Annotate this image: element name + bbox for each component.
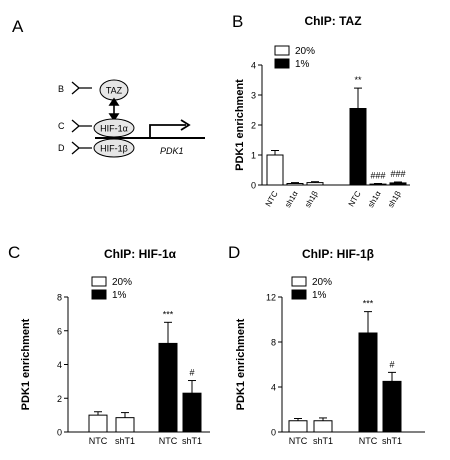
bar bbox=[288, 420, 308, 433]
taz-label: TAZ bbox=[106, 86, 123, 96]
x-tick-label: NTC bbox=[159, 436, 178, 446]
legend-swatch bbox=[291, 276, 307, 287]
chart-panel-d: ChIP: HIF-1β PDK1 enrichment 0 4 8 12 20% 1% NTC… bbox=[235, 247, 425, 446]
x-tick-label: shT1 bbox=[382, 436, 402, 446]
legend-swatch bbox=[91, 289, 107, 300]
bar bbox=[382, 380, 402, 433]
panel-letter-a: A bbox=[12, 17, 24, 36]
x-tick-label: sh1β bbox=[303, 189, 320, 209]
legend-label: 20% bbox=[295, 46, 315, 57]
panel-letter-b: B bbox=[232, 12, 243, 31]
y-tick-label: 4 bbox=[271, 383, 276, 393]
gene-label: PDK1 bbox=[160, 146, 184, 156]
bar bbox=[88, 414, 108, 433]
y-axis-label: PDK1 enrichment bbox=[234, 79, 246, 171]
legend-label: 20% bbox=[312, 277, 332, 288]
antibody-icon bbox=[71, 119, 92, 133]
x-tick-label: NTC bbox=[264, 189, 280, 208]
legend-label: 20% bbox=[112, 277, 132, 288]
bar bbox=[369, 183, 387, 186]
legend-label: 1% bbox=[112, 290, 127, 301]
bar bbox=[306, 182, 324, 186]
significance-marker: ### bbox=[390, 169, 405, 179]
chart-title: ChIP: HIF-1β bbox=[302, 247, 374, 261]
antibody-icon bbox=[71, 141, 92, 155]
antibody-label-c: C bbox=[58, 121, 65, 131]
antibody-label-b: B bbox=[58, 84, 64, 94]
chart-title: ChIP: HIF-1α bbox=[104, 247, 177, 261]
x-tick-label: sh1β bbox=[386, 189, 403, 209]
hif1a-label: HIF-1α bbox=[100, 124, 128, 134]
legend-swatch bbox=[274, 45, 290, 56]
legend-label: 1% bbox=[295, 59, 310, 70]
y-tick-label: 8 bbox=[271, 338, 276, 348]
bar bbox=[358, 332, 378, 433]
y-tick-label: 4 bbox=[251, 61, 256, 71]
significance-marker: ** bbox=[354, 75, 362, 85]
bar bbox=[158, 342, 178, 433]
x-tick-label: shT1 bbox=[313, 436, 333, 446]
y-axis-label: PDK1 enrichment bbox=[20, 318, 32, 410]
y-tick-label: 0 bbox=[57, 428, 62, 438]
significance-marker: # bbox=[389, 359, 394, 369]
chip-diagram: B C D TAZ HIF-1α HIF-1β PDK1 bbox=[58, 79, 205, 158]
significance-marker: # bbox=[189, 368, 194, 378]
x-tick-label: shT1 bbox=[115, 436, 135, 446]
x-tick-label: NTC bbox=[359, 436, 378, 446]
y-tick-label: 0 bbox=[271, 428, 276, 438]
antibody-icon bbox=[71, 81, 92, 95]
legend-label: 1% bbox=[312, 290, 327, 301]
bar bbox=[266, 154, 284, 186]
y-tick-label: 6 bbox=[57, 326, 62, 336]
bar bbox=[389, 182, 407, 186]
y-axis-label: PDK1 enrichment bbox=[235, 318, 247, 410]
legend-swatch bbox=[274, 58, 290, 69]
x-tick-label: sh1α bbox=[366, 189, 383, 209]
y-tick-label: 2 bbox=[251, 121, 256, 131]
y-tick-label: 1 bbox=[251, 151, 256, 161]
x-tick-label: NTC bbox=[289, 436, 308, 446]
tss-arrow-icon bbox=[149, 119, 191, 138]
significance-marker: *** bbox=[363, 299, 374, 309]
bar bbox=[286, 183, 304, 186]
bar bbox=[115, 417, 135, 433]
hif1b-label: HIF-1β bbox=[100, 144, 128, 154]
x-tick-label: sh1α bbox=[283, 189, 300, 209]
bar bbox=[349, 108, 367, 186]
y-tick-label: 4 bbox=[57, 360, 62, 370]
y-tick-label: 12 bbox=[266, 293, 276, 303]
x-tick-label: NTC bbox=[347, 189, 363, 208]
significance-marker: ### bbox=[370, 171, 385, 181]
chart-panel-c: ChIP: HIF-1α PDK1 enrichment 0 2 4 6 8 20% 1% NTC… bbox=[20, 247, 210, 446]
bar bbox=[313, 420, 333, 433]
y-tick-label: 3 bbox=[251, 91, 256, 101]
panel-letter-c: C bbox=[8, 243, 20, 262]
x-tick-label: NTC bbox=[89, 436, 108, 446]
y-tick-label: 8 bbox=[57, 293, 62, 303]
bar bbox=[182, 392, 202, 433]
antibody-label-d: D bbox=[58, 143, 65, 153]
x-tick-label: shT1 bbox=[182, 436, 202, 446]
y-tick-label: 0 bbox=[251, 181, 256, 191]
panel-letter-d: D bbox=[228, 243, 240, 262]
interaction-arrow-icon bbox=[108, 97, 120, 122]
significance-marker: *** bbox=[163, 309, 174, 319]
chart-title: ChIP: TAZ bbox=[304, 14, 361, 28]
legend-swatch bbox=[91, 276, 107, 287]
legend-swatch bbox=[291, 289, 307, 300]
y-tick-label: 2 bbox=[57, 394, 62, 404]
